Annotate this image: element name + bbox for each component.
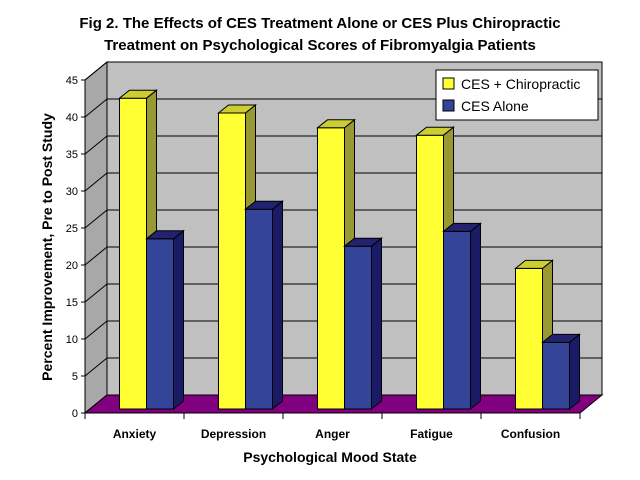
y-tick-label: 35 [66, 149, 78, 161]
y-tick-label: 40 [66, 112, 78, 124]
bar-top [217, 104, 257, 114]
y-tick-label: 5 [72, 371, 78, 383]
bar-side [371, 237, 382, 411]
bar-front [218, 112, 246, 410]
legend-swatch [442, 99, 455, 112]
y-tick-label: 20 [66, 260, 78, 272]
x-tick-label: Anger [315, 427, 350, 441]
gridline-side [84, 209, 108, 229]
x-axis-title: Psychological Mood State [243, 449, 417, 465]
y-tick-label: 0 [72, 408, 78, 420]
gridline-side [84, 283, 108, 303]
bar [442, 222, 482, 411]
legend-label: CES Alone [461, 98, 529, 114]
bar-top [514, 259, 554, 269]
gridline-side [84, 357, 108, 377]
y-tick-label: 45 [66, 75, 78, 87]
bar-side [272, 200, 283, 411]
bars [118, 89, 581, 411]
bar-front [146, 238, 174, 410]
gridline-side [84, 135, 108, 155]
chart-title-line-1: Fig 2. The Effects of CES Treatment Alon… [79, 15, 561, 32]
bar [244, 200, 284, 411]
bar-top [118, 89, 158, 99]
legend-label: CES + Chiropractic [461, 76, 580, 92]
y-tick-label: 15 [66, 297, 78, 309]
bar-top [343, 237, 383, 247]
y-tick-label: 25 [66, 223, 78, 235]
y-axis-title: Percent Improvement, Pre to Post Study [39, 113, 55, 381]
legend: CES + Chiropractic CES Alone [435, 69, 599, 121]
bar-top [442, 222, 482, 232]
bar-side [569, 333, 580, 411]
bar-side [173, 229, 184, 411]
gridline-side [84, 246, 108, 266]
x-tick-label: Depression [201, 427, 266, 441]
bar [145, 229, 185, 411]
bar-front [245, 208, 273, 410]
bar-front [317, 127, 345, 410]
bar-top [316, 119, 356, 129]
bar-front [416, 134, 444, 410]
bar-top [244, 200, 284, 210]
x-tick-label: Fatigue [410, 427, 453, 441]
bar-front [542, 341, 570, 410]
bar-top [415, 126, 455, 136]
gridline-side [84, 172, 108, 192]
legend-box [435, 69, 599, 121]
y-tick-label: 10 [66, 334, 78, 346]
bar-top [145, 230, 185, 240]
y-tick-label: 30 [66, 186, 78, 198]
legend-swatch [442, 77, 455, 90]
bar-front [515, 267, 543, 410]
bar-front [443, 230, 471, 410]
gridline-side [84, 98, 108, 118]
bar-front [344, 245, 372, 410]
gridline-side [84, 320, 108, 340]
bar [541, 333, 581, 411]
gridline-side [84, 61, 108, 81]
bar-front [119, 97, 147, 410]
chart-title-line-2: Treatment on Psychological Scores of Fib… [104, 37, 536, 54]
x-tick-label: Confusion [501, 427, 560, 441]
axes: 0 5 10 15 20 25 30 35 40 45 Anxiety Depression Anger… [39, 75, 581, 465]
x-tick-label: Anxiety [113, 427, 157, 441]
bar-side [470, 222, 481, 411]
bar [343, 237, 383, 411]
bar-top [541, 333, 581, 343]
